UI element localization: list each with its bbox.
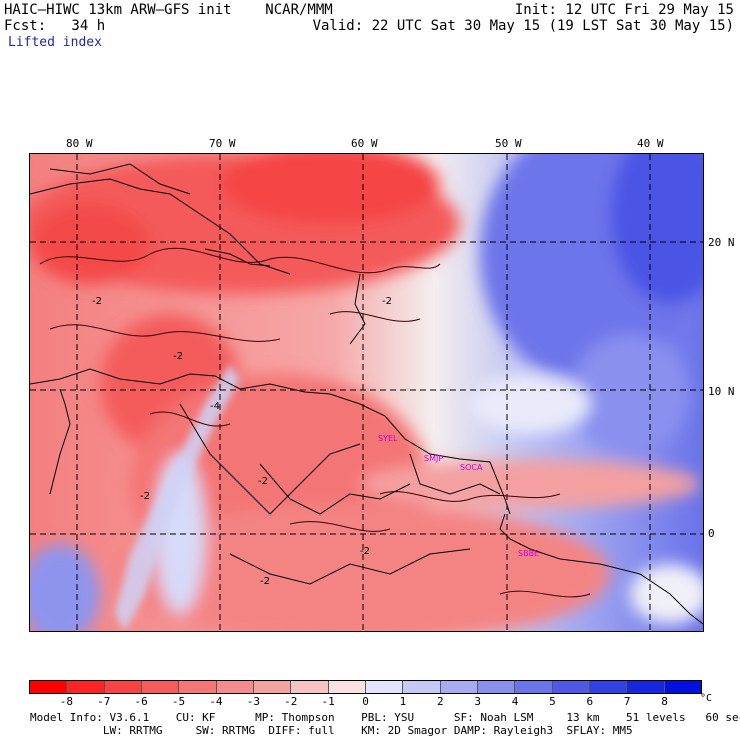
colorbar-segment	[104, 681, 142, 693]
colorbar-tick-label: -8	[59, 695, 73, 708]
lon-label-50w: 50 W	[495, 137, 522, 150]
colorbar-tick-label: 1	[399, 695, 407, 708]
graticule	[30, 154, 703, 631]
colorbar-tick-label: -3	[246, 695, 260, 708]
colorbar-segment	[552, 681, 590, 693]
colorbar-segment	[216, 681, 254, 693]
station-soca: SOCA	[460, 463, 483, 472]
colorbar-tick-label: -1	[321, 695, 335, 708]
colorbar-segment	[67, 681, 105, 693]
colorbar-tick-label: -7	[97, 695, 111, 708]
colorbar	[29, 680, 702, 694]
colorbar-tick-label: -4	[209, 695, 223, 708]
colorbar-tick-label: -5	[171, 695, 186, 708]
contour-label: -2	[260, 576, 270, 587]
colorbar-tick-label: 6	[586, 695, 594, 708]
station-syel: SYEL	[378, 434, 398, 443]
colorbar-segment	[365, 681, 404, 693]
init-time: Init: 12 UTC Fri 29 May 15	[514, 2, 734, 18]
colorbar-segment	[253, 681, 292, 693]
lon-label-70w: 70 W	[209, 137, 236, 150]
model-info-line2: LW: RRTMG SW: RRTMG DIFF: full KM: 2D Sm…	[30, 724, 633, 737]
colorbar-tick-label: 5	[549, 695, 556, 708]
colorbar-tick-label: 7	[623, 695, 631, 708]
colorbar-tick-label: 4	[511, 695, 519, 708]
colorbar-segment	[440, 681, 478, 693]
contour-label: -4	[210, 401, 220, 412]
contour-label: -2	[360, 546, 370, 557]
colorbar-tick-label: 8	[661, 695, 668, 708]
lon-label-80w: 80 W	[66, 137, 93, 150]
forecast-hour: Fcst: 34 h	[4, 18, 106, 34]
li-contours	[39, 247, 591, 598]
colorbar-segment	[30, 681, 68, 693]
colorbar-segment	[589, 681, 628, 693]
colorbar-tick-label: -6	[134, 695, 148, 708]
lat-label-20n: 20 N	[708, 236, 735, 249]
colorbar-segment	[403, 681, 441, 693]
colorbar-tick-label: 2	[436, 695, 444, 708]
colorbar-tick-label: 3	[474, 695, 481, 708]
colorbar-segment	[664, 681, 701, 693]
colorbar-unit: °C	[700, 693, 713, 704]
lat-label-0: 0	[708, 527, 715, 540]
station-smjp: SMJP	[424, 454, 443, 463]
contour-label: -2	[258, 476, 268, 487]
valid-time: Valid: 22 UTC Sat 30 May 15 (19 LST Sat …	[312, 18, 734, 34]
colorbar-segment	[328, 681, 366, 693]
contour-label: -2	[382, 296, 392, 307]
lon-label-60w: 60 W	[351, 137, 378, 150]
model-title: HAIC–HIWC 13km ARW–GFS init NCAR/MMM	[4, 2, 333, 18]
lon-label-40w: 40 W	[637, 137, 664, 150]
colorbar-segment	[515, 681, 553, 693]
colorbar-segment	[291, 681, 329, 693]
contour-label: -2	[173, 351, 183, 362]
colorbar-segment	[477, 681, 516, 693]
lat-label-10n: 10 N	[708, 385, 735, 398]
colorbar-segment	[627, 681, 665, 693]
station-sbbe: SBBE	[518, 549, 539, 558]
colorbar-segment	[179, 681, 217, 693]
contour-label: -2	[140, 491, 150, 502]
field-name: Lifted index	[8, 35, 102, 50]
lifted-index-map: -2 -2 -2 -2 -2 -2 -2 -4 SYEL SMJP SOCA S…	[29, 153, 704, 632]
colorbar-tick-label: 0	[362, 695, 369, 708]
map-canvas: -2 -2 -2 -2 -2 -2 -2 -4 SYEL SMJP SOCA S…	[30, 154, 703, 631]
contour-label: -2	[92, 296, 102, 307]
colorbar-segment	[141, 681, 180, 693]
model-info-line1: Model Info: V3.6.1 CU: KF MP: Thompson P…	[30, 711, 740, 724]
colorbar-tick-label: -2	[284, 695, 298, 708]
andes-ridge	[115, 364, 240, 631]
